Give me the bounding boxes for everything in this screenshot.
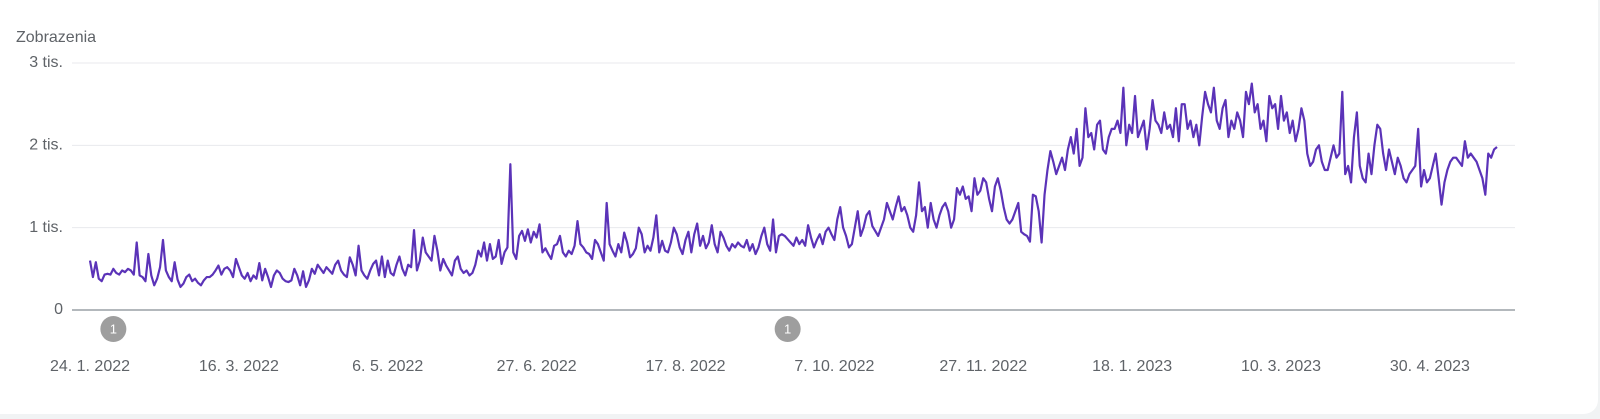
y-tick-label: 2 tis. (29, 137, 63, 154)
y-tick-label: 1 tis. (29, 219, 63, 236)
x-tick-label: 10. 3. 2023 (1241, 358, 1321, 375)
x-tick-label: 24. 1. 2022 (50, 358, 130, 375)
x-tick-label: 16. 3. 2022 (199, 358, 279, 375)
x-tick-label: 6. 5. 2022 (352, 358, 423, 375)
x-tick-label: 30. 4. 2023 (1390, 358, 1470, 375)
annotation-marker (100, 316, 127, 342)
y-tick-label: 3 tis. (29, 54, 63, 71)
y-tick-label: 0 (54, 301, 63, 318)
annotation-label: 1 (110, 321, 117, 336)
x-tick-label: 7. 10. 2022 (794, 358, 874, 375)
data-line (88, 82, 1498, 289)
x-tick-label: 17. 8. 2022 (645, 358, 725, 375)
x-tick-label: 27. 6. 2022 (497, 358, 577, 375)
annotation-marker (774, 316, 801, 342)
x-tick-label: 27. 11. 2022 (939, 358, 1027, 375)
y-axis-title: Zobrazenia (16, 29, 96, 46)
x-tick-label: 18. 1. 2023 (1092, 358, 1172, 375)
annotation-label: 1 (784, 321, 791, 336)
